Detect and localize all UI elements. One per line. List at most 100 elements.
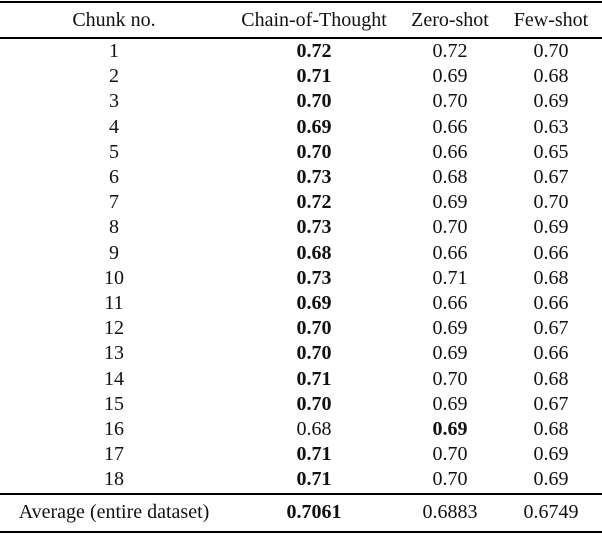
table-row: 11 0.69 0.66 0.66 xyxy=(0,291,602,316)
table-body: 1 0.72 0.72 0.70 2 0.71 0.69 0.68 3 0.70… xyxy=(0,38,602,494)
few-shot-value-cell: 0.70 xyxy=(533,40,569,62)
zero-shot-value-cell: 0.70 xyxy=(432,216,468,239)
table-row: 12 0.70 0.69 0.67 xyxy=(0,316,602,341)
cot-value-cell: 0.71 xyxy=(296,443,332,466)
zero-shot-value-cell: 0.70 xyxy=(432,443,468,466)
few-shot-value-cell: 0.69 xyxy=(533,216,569,239)
chunk-number-cell: 6 xyxy=(109,166,119,189)
table-row: 3 0.70 0.70 0.69 xyxy=(0,89,602,114)
average-label: Average (entire dataset) xyxy=(0,492,228,532)
cot-value-cell: 0.73 xyxy=(296,266,332,289)
chunk-number-cell: 3 xyxy=(109,90,119,113)
zero-shot-value-cell: 0.68 xyxy=(432,166,468,189)
table-row: 9 0.68 0.66 0.66 xyxy=(0,241,602,266)
cot-value-cell: 0.70 xyxy=(296,90,332,113)
chunk-number-cell: 5 xyxy=(109,140,119,163)
table-row: 10 0.73 0.71 0.68 xyxy=(0,266,602,291)
cot-value-cell: 0.69 xyxy=(296,115,332,138)
cot-value-cell: 0.69 xyxy=(296,292,332,315)
zero-shot-value-cell: 0.69 xyxy=(432,342,468,365)
chunk-number-cell: 1 xyxy=(109,40,119,62)
zero-shot-value-cell: 0.70 xyxy=(432,367,468,390)
few-shot-value-cell: 0.68 xyxy=(533,266,569,289)
cot-value-cell: 0.70 xyxy=(296,392,332,415)
cot-value-cell: 0.71 xyxy=(296,367,332,390)
table-row: 16 0.68 0.69 0.68 xyxy=(0,417,602,442)
few-shot-value-cell: 0.63 xyxy=(533,115,569,138)
table-row: 7 0.72 0.69 0.70 xyxy=(0,190,602,215)
table-row: 2 0.71 0.69 0.68 xyxy=(0,64,602,89)
zero-shot-value-cell: 0.66 xyxy=(432,241,468,264)
zero-shot-value-cell: 0.69 xyxy=(432,65,468,88)
zero-shot-value-cell: 0.69 xyxy=(432,418,468,441)
zero-shot-value-cell: 0.66 xyxy=(432,115,468,138)
chunk-number-cell: 16 xyxy=(104,418,124,441)
cot-value-cell: 0.68 xyxy=(296,241,332,264)
column-header-few-shot: Few-shot xyxy=(500,2,602,39)
cot-value-cell: 0.72 xyxy=(296,40,332,62)
few-shot-value-cell: 0.66 xyxy=(533,241,569,264)
zero-shot-value-cell: 0.69 xyxy=(432,392,468,415)
few-shot-value-cell: 0.69 xyxy=(533,90,569,113)
few-shot-value-cell: 0.65 xyxy=(533,140,569,163)
few-shot-value-cell: 0.67 xyxy=(533,317,569,340)
cot-value-cell: 0.71 xyxy=(296,468,332,491)
zero-shot-value-cell: 0.70 xyxy=(432,468,468,491)
average-cot-value: 0.7061 xyxy=(228,492,400,532)
table-row: 8 0.73 0.70 0.69 xyxy=(0,215,602,240)
average-zero-shot-value: 0.6883 xyxy=(400,492,500,532)
few-shot-value-cell: 0.69 xyxy=(533,468,569,491)
few-shot-value-cell: 0.68 xyxy=(533,65,569,88)
average-row: Average (entire dataset) 0.7061 0.6883 0… xyxy=(0,492,602,532)
few-shot-value-cell: 0.69 xyxy=(533,443,569,466)
few-shot-value-cell: 0.66 xyxy=(533,342,569,365)
table-row: 14 0.71 0.70 0.68 xyxy=(0,367,602,392)
table-header-row: Chunk no. Chain-of-Thought Zero-shot Few… xyxy=(0,2,602,39)
zero-shot-value-cell: 0.70 xyxy=(432,90,468,113)
table-footer-row: Average (entire dataset) 0.7061 0.6883 0… xyxy=(0,492,602,532)
chunk-number-cell: 9 xyxy=(109,241,119,264)
few-shot-value-cell: 0.66 xyxy=(533,292,569,315)
few-shot-value-cell: 0.67 xyxy=(533,392,569,415)
zero-shot-value-cell: 0.71 xyxy=(432,266,468,289)
chunk-number-cell: 4 xyxy=(109,115,119,138)
table-row: 15 0.70 0.69 0.67 xyxy=(0,392,602,417)
zero-shot-value-cell: 0.69 xyxy=(432,317,468,340)
cot-value-cell: 0.72 xyxy=(296,191,332,214)
column-header-chunk-no: Chunk no. xyxy=(0,2,228,39)
chunk-number-cell: 10 xyxy=(104,266,124,289)
cot-value-cell: 0.73 xyxy=(296,216,332,239)
table-row: 1 0.72 0.72 0.70 xyxy=(0,38,602,64)
chunk-number-cell: 2 xyxy=(109,65,119,88)
table-row: 13 0.70 0.69 0.66 xyxy=(0,341,602,366)
chunk-number-cell: 8 xyxy=(109,216,119,239)
cot-value-cell: 0.71 xyxy=(296,65,332,88)
column-header-zero-shot: Zero-shot xyxy=(400,2,500,39)
few-shot-value-cell: 0.70 xyxy=(533,191,569,214)
few-shot-value-cell: 0.68 xyxy=(533,418,569,441)
zero-shot-value-cell: 0.72 xyxy=(432,40,468,62)
chunk-number-cell: 12 xyxy=(104,317,124,340)
cot-value-cell: 0.70 xyxy=(296,342,332,365)
table-row: 18 0.71 0.70 0.69 xyxy=(0,467,602,493)
zero-shot-value-cell: 0.66 xyxy=(432,292,468,315)
cot-value-cell: 0.73 xyxy=(296,166,332,189)
chunk-number-cell: 7 xyxy=(109,191,119,214)
cot-value-cell: 0.70 xyxy=(296,317,332,340)
chunk-number-cell: 13 xyxy=(104,342,124,365)
table-row: 4 0.69 0.66 0.63 xyxy=(0,115,602,140)
table-row: 5 0.70 0.66 0.65 xyxy=(0,140,602,165)
chunk-number-cell: 18 xyxy=(104,468,124,491)
few-shot-value-cell: 0.68 xyxy=(533,367,569,390)
table-row: 6 0.73 0.68 0.67 xyxy=(0,165,602,190)
chunk-number-cell: 11 xyxy=(104,292,124,315)
average-few-shot-value: 0.6749 xyxy=(500,492,602,532)
chunk-number-cell: 15 xyxy=(104,392,124,415)
zero-shot-value-cell: 0.69 xyxy=(432,191,468,214)
chunk-number-cell: 14 xyxy=(104,367,124,390)
zero-shot-value-cell: 0.66 xyxy=(432,140,468,163)
cot-value-cell: 0.70 xyxy=(296,140,332,163)
few-shot-value-cell: 0.67 xyxy=(533,166,569,189)
